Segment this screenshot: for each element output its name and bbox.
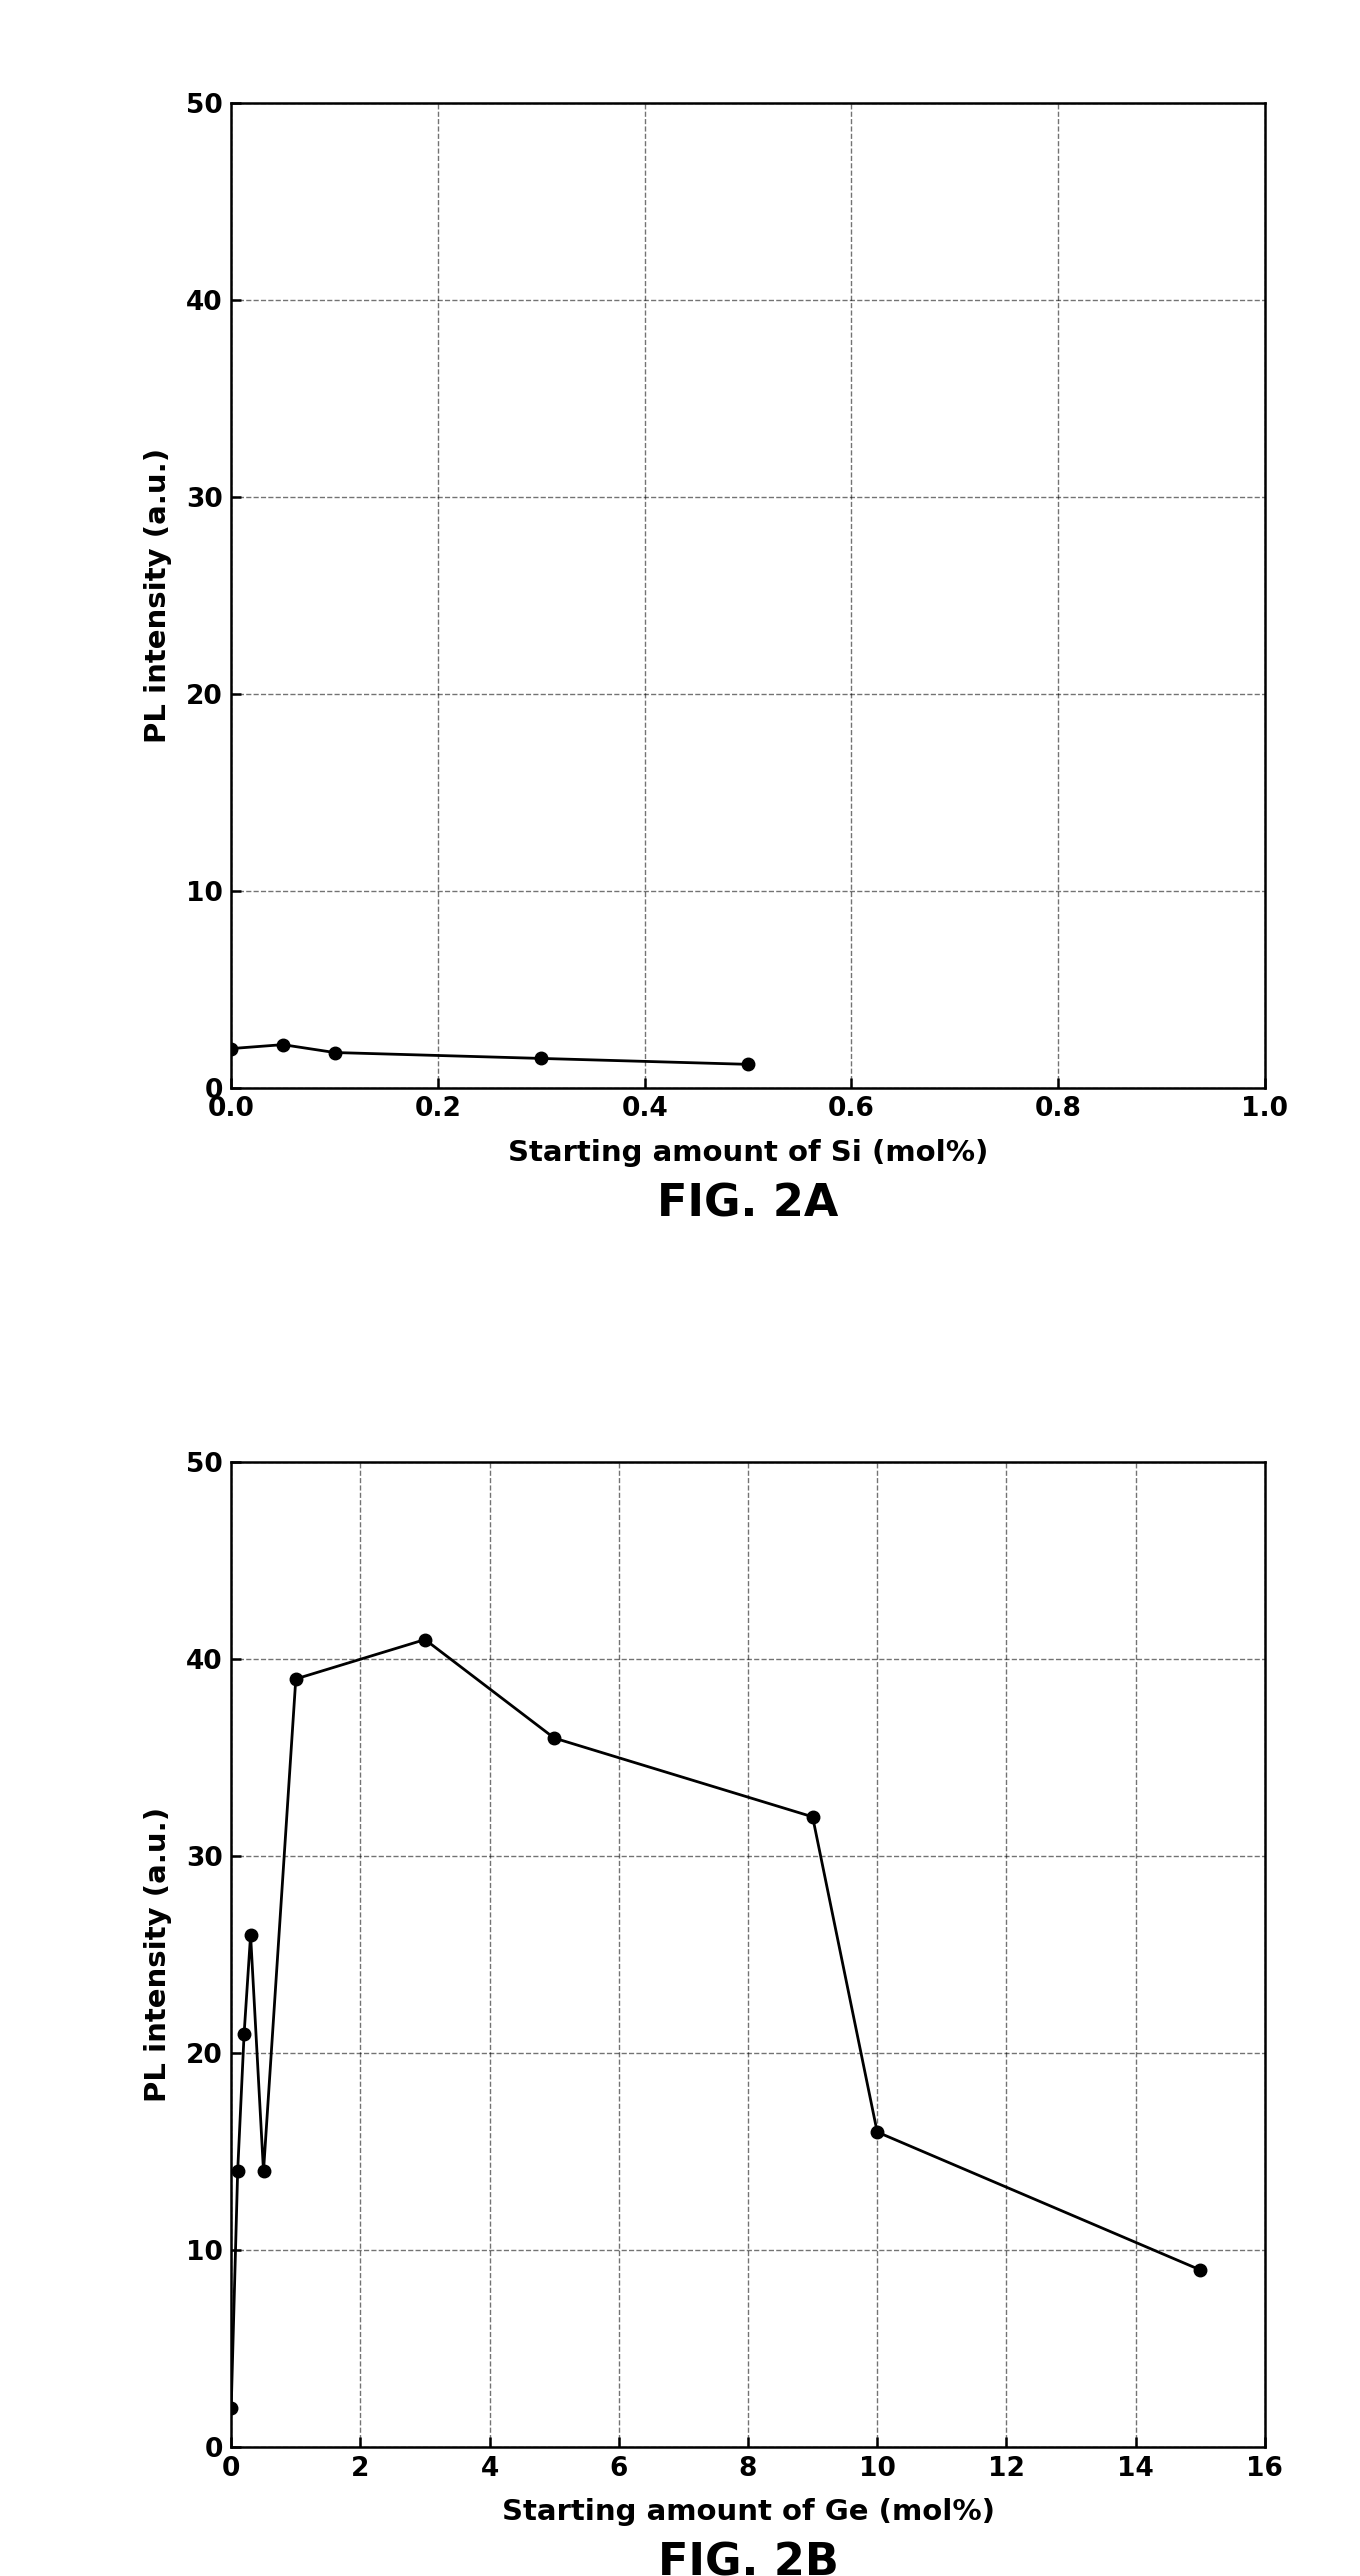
Text: FIG. 2B: FIG. 2B xyxy=(658,2543,838,2576)
Text: FIG. 2A: FIG. 2A xyxy=(657,1182,839,1226)
X-axis label: Starting amount of Ge (mol%): Starting amount of Ge (mol%) xyxy=(502,2499,994,2527)
Y-axis label: PL intensity (a.u.): PL intensity (a.u.) xyxy=(144,448,173,742)
X-axis label: Starting amount of Si (mol%): Starting amount of Si (mol%) xyxy=(507,1139,989,1167)
Y-axis label: PL intensity (a.u.): PL intensity (a.u.) xyxy=(144,1808,173,2102)
